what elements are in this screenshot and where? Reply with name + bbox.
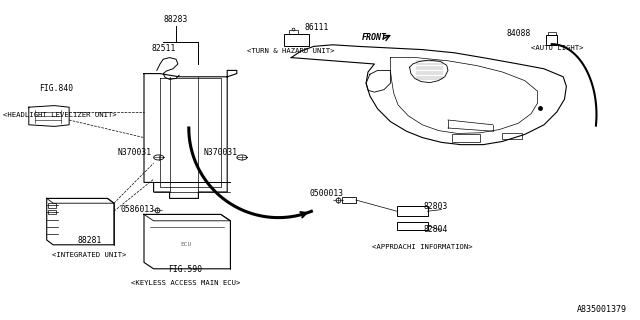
Text: <AUTO LIGHT>: <AUTO LIGHT> (531, 45, 583, 51)
Text: <TURN & HAZARD UNIT>: <TURN & HAZARD UNIT> (248, 48, 335, 54)
Bar (48, 203, 56, 208)
Text: 84088: 84088 (506, 29, 531, 38)
Text: <HEADLIGHT LEVELIZER UNIT>: <HEADLIGHT LEVELIZER UNIT> (3, 112, 117, 118)
Text: FIG.590: FIG.590 (168, 265, 203, 274)
Text: 82511: 82511 (151, 44, 175, 53)
Text: 86111: 86111 (305, 23, 329, 32)
Text: <KEYLESS ACCESS MAIN ECU>: <KEYLESS ACCESS MAIN ECU> (131, 280, 240, 286)
Text: 0500013: 0500013 (309, 189, 344, 198)
Text: 88281: 88281 (77, 236, 102, 245)
Bar (452, 134, 480, 141)
Text: 82803: 82803 (423, 202, 447, 211)
Bar (342, 197, 356, 203)
Text: <INTEGRATED UNIT>: <INTEGRATED UNIT> (52, 252, 127, 258)
Text: A835001379: A835001379 (577, 305, 627, 314)
Bar (397, 222, 428, 230)
Bar (48, 210, 56, 214)
Text: <APPRDACHI INFORMATION>: <APPRDACHI INFORMATION> (372, 244, 473, 250)
Text: N370031: N370031 (117, 148, 152, 157)
Text: 82804: 82804 (423, 225, 447, 234)
Bar (548, 32, 556, 35)
Bar (502, 133, 522, 139)
Text: 0586013: 0586013 (120, 205, 155, 214)
Text: FIG.840: FIG.840 (39, 84, 74, 93)
Text: ECU: ECU (180, 242, 191, 247)
Text: FRONT: FRONT (362, 33, 387, 42)
Text: N370031: N370031 (204, 148, 238, 157)
Bar (397, 206, 428, 216)
Bar (546, 35, 557, 45)
Text: 88283: 88283 (164, 15, 188, 24)
Bar (289, 30, 298, 34)
Bar (284, 34, 309, 46)
